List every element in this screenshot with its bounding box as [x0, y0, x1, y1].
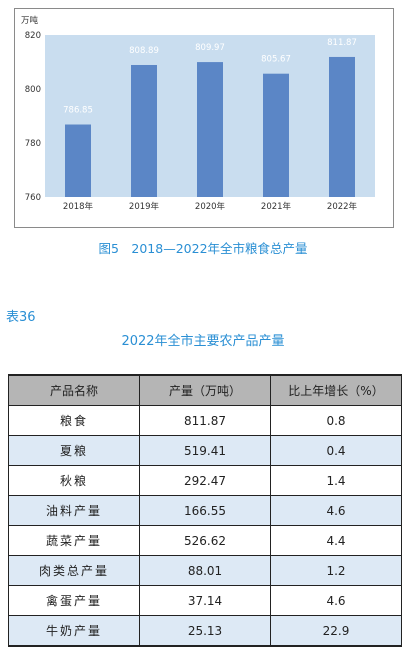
x-tick-label: 2022年	[327, 201, 358, 212]
y-tick-label: 760	[25, 193, 41, 203]
table-header-row: 产品名称 产量（万吨） 比上年增长（%）	[8, 374, 402, 406]
figure-caption: 图5 2018—2022年全市粮食总产量	[98, 241, 308, 256]
product-name-cell: 夏粮	[8, 435, 140, 466]
table-caption: 2022年全市主要农产品产量	[121, 334, 285, 349]
table-row: 油料产量 166.55 4.6	[8, 495, 402, 526]
x-tick-label: 2020年	[195, 201, 226, 212]
growth-cell: 22.9	[270, 615, 402, 647]
chart-frame: 820 800 780 760 786.85 808.89 809.97 805.67 811…	[14, 8, 394, 228]
bar	[329, 56, 355, 197]
product-name-cell: 秋粮	[8, 465, 140, 496]
output-cell: 88.01	[139, 555, 271, 586]
product-name-cell: 粮食	[8, 405, 140, 436]
product-name-cell: 蔬菜产量	[8, 525, 140, 556]
table-row: 秋粮 292.47 1.4	[8, 465, 402, 496]
bar-value-label: 809.97	[195, 43, 225, 53]
growth-cell: 4.6	[270, 495, 402, 526]
growth-cell: 4.4	[270, 525, 402, 556]
x-tick-label: 2021年	[261, 201, 292, 212]
output-cell: 37.14	[139, 585, 271, 616]
bar	[65, 124, 91, 197]
growth-cell: 1.4	[270, 465, 402, 496]
bar-value-label: 805.67	[261, 55, 291, 65]
bars: 786.85 808.89 809.97 805.67 811.87	[63, 38, 357, 198]
header-growth: 比上年增长（%）	[270, 374, 402, 406]
bar-value-label: 811.87	[327, 38, 357, 48]
y-axis: 820 800 780 760	[25, 31, 41, 203]
growth-cell: 1.2	[270, 555, 402, 586]
bar	[131, 64, 157, 197]
agri-product-table: 产品名称 产量（万吨） 比上年增长（%） 粮食 811.87 0.8 夏粮 51…	[8, 374, 402, 647]
x-tick-label: 2018年	[63, 201, 94, 212]
bar-value-label: 786.85	[63, 106, 93, 116]
table-row: 蔬菜产量 526.62 4.4	[8, 525, 402, 556]
header-product-name: 产品名称	[8, 374, 140, 406]
y-tick-label: 780	[25, 139, 41, 149]
table-row: 粮食 811.87 0.8	[8, 405, 402, 436]
product-name-cell: 肉类总产量	[8, 555, 140, 586]
product-name-cell: 牛奶产量	[8, 615, 140, 647]
output-cell: 292.47	[139, 465, 271, 496]
bar-chart: 820 800 780 760 786.85 808.89 809.97 805.67 811…	[21, 15, 375, 212]
y-tick-label: 800	[25, 85, 41, 95]
growth-cell: 0.4	[270, 435, 402, 466]
bar	[263, 73, 289, 197]
table-row: 肉类总产量 88.01 1.2	[8, 555, 402, 586]
growth-cell: 4.6	[270, 585, 402, 616]
product-name-cell: 禽蛋产量	[8, 585, 140, 616]
header-output: 产量（万吨）	[139, 374, 271, 406]
table-row: 夏粮 519.41 0.4	[8, 435, 402, 466]
x-tick-label: 2019年	[129, 201, 160, 212]
table-row: 禽蛋产量 37.14 4.6	[8, 585, 402, 616]
x-axis: 2018年 2019年 2020年 2021年 2022年	[63, 201, 358, 212]
growth-cell: 0.8	[270, 405, 402, 436]
table-row: 牛奶产量 25.13 22.9	[8, 615, 402, 647]
output-cell: 526.62	[139, 525, 271, 556]
y-tick-label: 820	[25, 31, 41, 41]
table-number: 表36	[6, 310, 36, 325]
output-cell: 519.41	[139, 435, 271, 466]
output-cell: 166.55	[139, 495, 271, 526]
product-name-cell: 油料产量	[8, 495, 140, 526]
bar-value-label: 808.89	[129, 46, 159, 56]
y-axis-unit: 万吨	[21, 15, 39, 26]
output-cell: 811.87	[139, 405, 271, 436]
bar	[197, 62, 223, 198]
output-cell: 25.13	[139, 615, 271, 647]
